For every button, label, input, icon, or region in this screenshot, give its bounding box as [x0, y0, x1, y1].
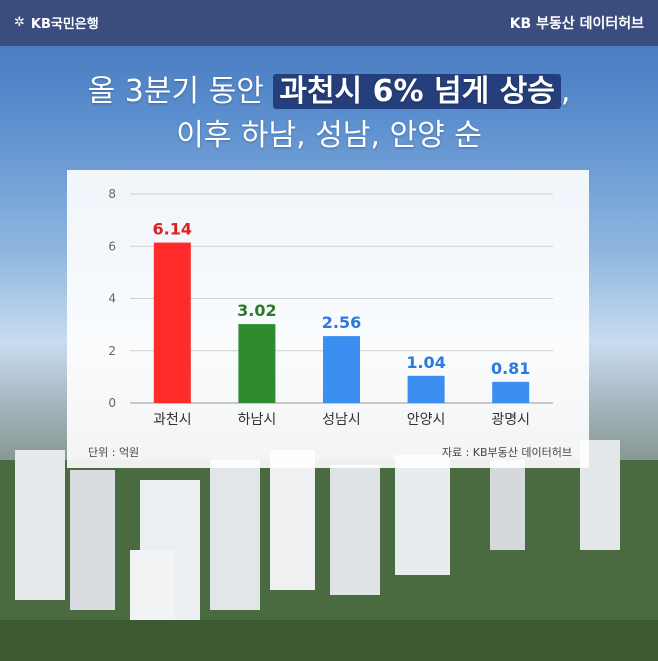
headline: 올 3분기 동안 과천시 6% 넘게 상승, 이후 하남, 성남, 안양 순: [0, 70, 658, 158]
data-label: 0.81: [491, 359, 530, 378]
brand-left-text: KB국민은행: [30, 17, 99, 32]
y-tick-label: 0: [108, 396, 116, 410]
brand-right-text: KB 부동산 데이터허브: [509, 16, 644, 32]
city-skyline-illustration: [0, 440, 658, 661]
x-tick-label: 안양시: [407, 412, 446, 428]
unit-note: 단위 : 억원: [88, 446, 140, 459]
kb-star-icon: ✲: [14, 15, 25, 30]
x-tick-label: 광명시: [491, 412, 530, 428]
data-label: 2.56: [322, 313, 361, 332]
x-tick-label: 과천시: [153, 412, 192, 428]
bar: [492, 381, 530, 403]
headline-line1-prefix: 올 3분기 동안: [87, 74, 274, 109]
kb-bank-logo: ✲ KB국민은행: [14, 13, 99, 32]
data-label: 1.04: [406, 353, 445, 372]
bar: [153, 242, 191, 403]
bar: [238, 324, 276, 403]
x-tick-label: 성남시: [322, 412, 361, 428]
x-tick-label: 하남시: [238, 412, 277, 428]
bar: [407, 375, 445, 403]
bar: [323, 336, 360, 403]
data-label: 6.14: [153, 220, 192, 239]
y-tick-label: 6: [108, 239, 116, 253]
headline-highlight: 과천시 6% 넘게 상승: [273, 74, 561, 109]
headline-line2: 이후 하남, 성남, 안양 순: [176, 118, 482, 153]
y-tick-label: 4: [108, 292, 116, 306]
top-bar: ✲ KB국민은행 KB 부동산 데이터허브: [0, 0, 658, 46]
y-tick-label: 2: [108, 344, 116, 358]
headline-line1-suffix: ,: [560, 74, 571, 109]
data-label: 3.02: [237, 301, 276, 320]
source-note: 자료 : KB부동산 데이터허브: [441, 446, 572, 459]
y-tick-label: 8: [108, 187, 116, 201]
